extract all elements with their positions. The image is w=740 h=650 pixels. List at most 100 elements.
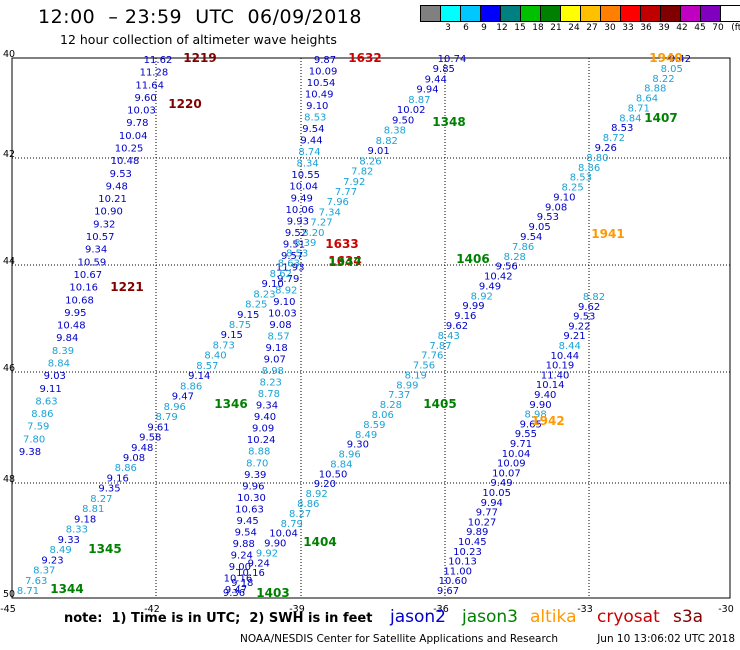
- colorbar-label: 21: [550, 23, 562, 33]
- wave-height-label: 9.18: [265, 343, 287, 354]
- wave-height-label: 9.85: [433, 64, 455, 75]
- wave-height-label: 9.44: [300, 136, 322, 147]
- wave-height-label: 9.53: [110, 169, 132, 180]
- wave-height-label: 9.08: [545, 202, 567, 213]
- wave-height-label: 9.62: [446, 321, 468, 332]
- wave-height-label: 8.73: [213, 341, 235, 352]
- wave-height-label: 9.22: [568, 321, 590, 332]
- wave-height-label: 10.24: [247, 435, 276, 446]
- wave-height-label: 10.06: [285, 205, 314, 216]
- wave-height-label: 8.98: [524, 410, 546, 421]
- wave-height-label: 9.89: [466, 527, 488, 538]
- wave-height-label: 8.74: [298, 147, 320, 158]
- wave-height-label: 10.09: [309, 67, 338, 78]
- wave-height-label: 9.18: [231, 578, 253, 589]
- wave-height-label: 8.57: [196, 361, 218, 372]
- wave-height-label: 9.10: [261, 279, 283, 290]
- wave-height-label: 9.53: [573, 312, 595, 323]
- lon-label: -36: [433, 604, 449, 615]
- wave-height-label: 9.15: [237, 310, 259, 321]
- wave-height-label: 8.79: [155, 412, 177, 423]
- wave-height-label: 8.59: [363, 420, 385, 431]
- colorbar-label: 27: [586, 23, 598, 33]
- wave-height-label: 10.04: [502, 449, 531, 460]
- wave-height-label: 10.16: [224, 574, 253, 585]
- pass-time-label: 1404: [303, 535, 336, 549]
- wave-height-label: 8.23: [260, 378, 282, 389]
- wave-height-label: 8.99: [396, 380, 418, 391]
- wave-height-label: 7.96: [327, 197, 349, 208]
- wave-height-label: 10.27: [468, 517, 497, 528]
- wave-height-label: 8.87: [408, 95, 430, 106]
- wave-height-label: 8.49: [355, 430, 377, 441]
- pass-time-label: 1634: [328, 254, 361, 268]
- lat-label: 42: [3, 149, 15, 160]
- wave-height-label: 9.08: [269, 320, 291, 331]
- wave-height-label: 8.25: [245, 300, 267, 311]
- wave-height-label: 9.84: [56, 333, 78, 344]
- wave-height-label: 9.71: [510, 439, 532, 450]
- colorbar-label: 33: [622, 23, 634, 33]
- wave-height-label: 9.48: [131, 443, 153, 454]
- wave-height-label: 10.45: [458, 537, 487, 548]
- wave-height-label: 9.99: [462, 301, 484, 312]
- wave-height-label: 9.40: [534, 390, 556, 401]
- wave-height-label: 9.94: [481, 498, 503, 509]
- pass-time-label: 1345: [88, 542, 121, 556]
- wave-height-label: 9.30: [347, 440, 369, 451]
- wave-height-label: 9.47: [172, 392, 194, 403]
- wave-height-label: 8.22: [652, 74, 674, 85]
- pass-time-label: 1407: [644, 111, 677, 125]
- wave-height-label: 8.86: [115, 463, 137, 474]
- wave-height-label: 10.59: [78, 257, 107, 268]
- wave-height-label: 9.78: [126, 118, 148, 129]
- wave-height-label: 9.32: [93, 219, 115, 230]
- pass-time-label: 1633: [325, 237, 358, 251]
- wave-height-label: 8.75: [229, 320, 251, 331]
- wave-height-label: 9.38: [19, 447, 41, 458]
- wave-height-label: 10.57: [86, 232, 115, 243]
- wave-height-label: 10.04: [269, 529, 298, 540]
- wave-height-label: 9.15: [221, 330, 243, 341]
- wave-height-label: 9.88: [233, 539, 255, 550]
- wave-height-label: 8.34: [296, 159, 318, 170]
- wave-height-label: 7.34: [319, 208, 341, 219]
- wave-height-label: 8.70: [246, 458, 268, 469]
- wave-height-label: 9.20: [314, 479, 336, 490]
- wave-height-label: 9.26: [595, 143, 617, 154]
- wave-height-label: 10.49: [305, 90, 334, 101]
- wave-height-label: 10.30: [237, 493, 266, 504]
- wave-height-label: 9.24: [248, 558, 270, 569]
- wave-height-label: 9.18: [74, 514, 96, 525]
- wave-height-label: 10.68: [65, 295, 94, 306]
- wave-height-label: 8.27: [289, 509, 311, 520]
- wave-height-label: 9.23: [41, 555, 63, 566]
- lon-label: -33: [577, 604, 593, 615]
- wave-height-label: 8.20: [302, 228, 324, 239]
- wave-height-label: 9.40: [254, 412, 276, 423]
- footer-timestamp: Jun 10 13:06:02 UTC 2018: [597, 633, 735, 645]
- wave-height-label: 8.06: [372, 410, 394, 421]
- wave-height-label: 9.67: [437, 586, 459, 597]
- wave-height-label: 7.27: [310, 218, 332, 229]
- wave-height-label: 7.56: [413, 361, 435, 372]
- wave-height-label: 9.52: [285, 228, 307, 239]
- colorbar-label: 3: [445, 23, 451, 33]
- wave-height-label: 9.05: [528, 222, 550, 233]
- wave-height-label: 8.92: [275, 285, 297, 296]
- wave-height-label: 8.86: [180, 381, 202, 392]
- wave-height-label: 9.16: [454, 311, 476, 322]
- wave-height-label: 7.86: [512, 242, 534, 253]
- wave-height-label: 8.84: [619, 113, 641, 124]
- wave-height-label: 9.34: [256, 401, 278, 412]
- wave-height-label: 9.61: [147, 422, 169, 433]
- lon-label: -45: [0, 604, 16, 615]
- wave-height-label: 9.16: [107, 474, 129, 485]
- wave-height-label: 11.00: [443, 566, 472, 577]
- lat-label: 46: [3, 363, 15, 374]
- wave-height-label: 8.84: [330, 459, 352, 470]
- pass-time-label: 1344: [50, 582, 83, 596]
- pass-time-label: 1347: [328, 255, 361, 269]
- wave-height-label: 9.62: [578, 302, 600, 313]
- wave-height-label: 10.07: [492, 468, 521, 479]
